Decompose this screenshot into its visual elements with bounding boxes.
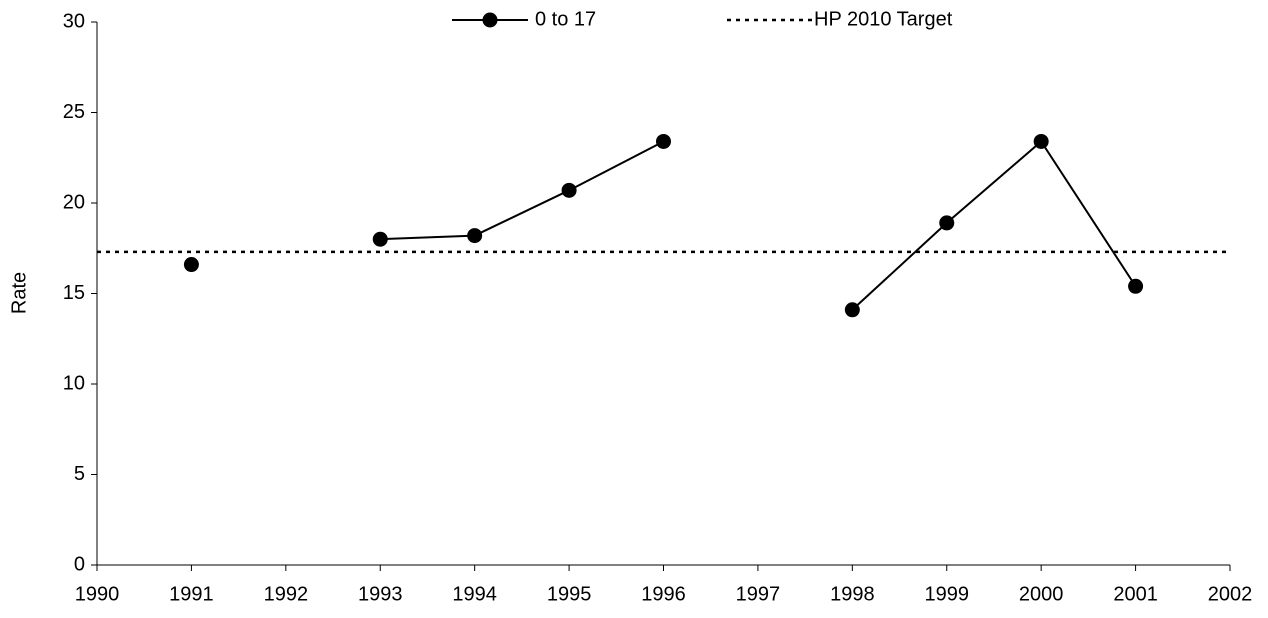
legend-marker [482,12,498,28]
x-tick-label: 2000 [1019,583,1064,605]
x-tick-label: 1997 [736,583,781,605]
x-tick-label: 1994 [452,583,497,605]
y-tick-label: 5 [74,463,85,485]
data-point [656,133,671,149]
y-axis-label: Rate [8,272,30,314]
y-tick-label: 25 [63,101,85,123]
data-point [844,302,860,318]
legend-label: 0 to 17 [535,8,596,30]
x-tick-label: 1993 [358,583,403,605]
data-point [467,228,483,244]
y-tick-label: 20 [63,191,85,213]
y-tick-label: 30 [63,10,85,32]
x-tick-label: 1991 [169,583,214,605]
x-tick-label: 1996 [641,583,686,605]
data-point [183,257,199,273]
x-tick-label: 1992 [264,583,309,605]
data-point [939,215,955,231]
x-tick-label: 1999 [925,583,970,605]
y-tick-label: 0 [74,553,85,575]
data-point [561,182,577,198]
data-point [1128,278,1144,294]
x-tick-label: 1998 [830,583,875,605]
y-tick-label: 10 [63,372,85,394]
series-line [380,139,1137,311]
x-tick-label: 1995 [547,583,592,605]
data-point [372,231,388,247]
x-tick-label: 2001 [1113,583,1158,605]
y-tick-label: 15 [63,282,85,304]
data-point [1033,133,1049,149]
x-tick-label: 2002 [1208,583,1253,605]
x-tick-label: 1990 [75,583,120,605]
legend-label: HP 2010 Target [814,8,953,30]
